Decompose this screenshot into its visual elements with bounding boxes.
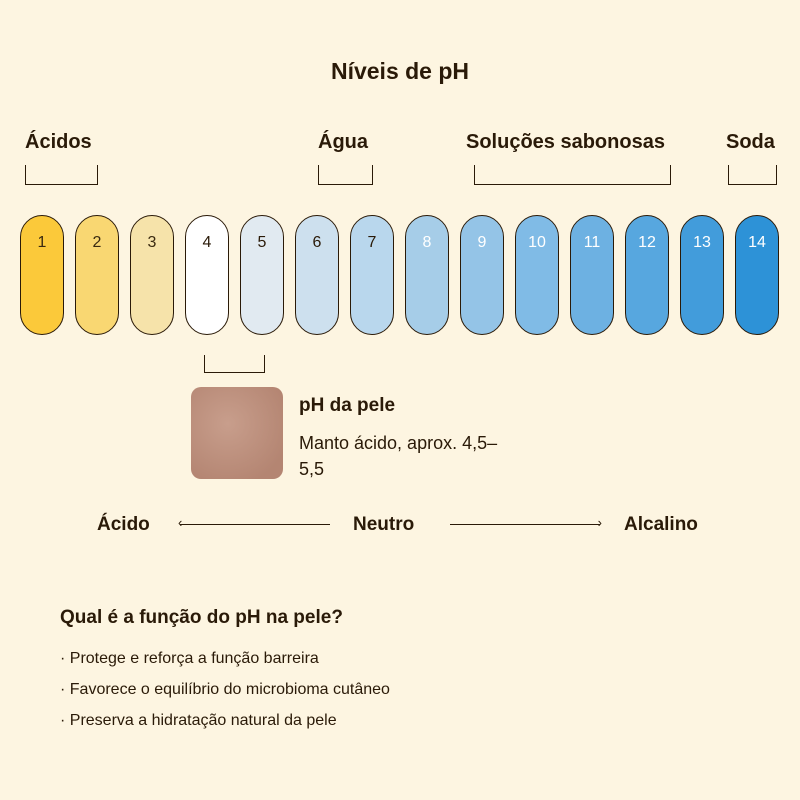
ph-value: 3 xyxy=(147,234,157,251)
ph-pill-11: 11 xyxy=(570,215,614,335)
skin-texture-image xyxy=(191,387,283,479)
label-neutral: Neutro xyxy=(353,514,415,535)
ph-value: 8 xyxy=(422,234,432,251)
category-soap-solutions: Soluções sabonosas xyxy=(466,131,665,153)
ph-pill-9: 9 xyxy=(460,215,504,335)
category-water: Água xyxy=(318,131,368,153)
label-alkaline: Alcalino xyxy=(624,514,698,535)
ph-pill-12: 12 xyxy=(625,215,669,335)
ph-value: 2 xyxy=(92,234,102,251)
ph-pill-3: 3 xyxy=(130,215,174,335)
ph-value: 6 xyxy=(312,234,322,251)
ph-value: 9 xyxy=(477,234,487,251)
page-title: Níveis de pH xyxy=(330,58,470,84)
skin-ph-heading: pH da pele xyxy=(299,395,396,416)
ph-pill-13: 13 xyxy=(680,215,724,335)
ph-pill-5: 5 xyxy=(240,215,284,335)
arrow-left-icon: ‹ xyxy=(178,515,330,530)
bracket-acids xyxy=(25,165,98,185)
ph-pill-1: 1 xyxy=(20,215,64,335)
ph-pill-8: 8 xyxy=(405,215,449,335)
ph-value: 7 xyxy=(367,234,377,251)
category-soda: Soda xyxy=(726,131,775,153)
ph-value: 5 xyxy=(257,234,267,251)
question-heading: Qual é a função do pH na pele? xyxy=(60,607,343,628)
ph-pill-4: 4 xyxy=(185,215,229,335)
bullet-item: · Favorece o equilíbrio do microbioma cu… xyxy=(60,681,390,698)
ph-pill-10: 10 xyxy=(515,215,559,335)
ph-value: 14 xyxy=(748,234,766,251)
arrow-right-icon: › xyxy=(450,515,602,530)
skin-ph-text: Manto ácido, aprox. 4,5–5,5 xyxy=(299,433,498,479)
ph-value: 4 xyxy=(202,234,212,251)
ph-pill-14: 14 xyxy=(735,215,779,335)
ph-pill-2: 2 xyxy=(75,215,119,335)
bracket-skin-ph xyxy=(204,355,265,373)
ph-pill-7: 7 xyxy=(350,215,394,335)
ph-value: 1 xyxy=(37,234,47,251)
label-acid: Ácido xyxy=(97,514,150,535)
category-acids: Ácidos xyxy=(25,131,92,153)
bullet-item: · Protege e reforça a função barreira xyxy=(60,650,319,667)
bullet-item: · Preserva a hidratação natural da pele xyxy=(60,712,337,729)
ph-pill-6: 6 xyxy=(295,215,339,335)
ph-value: 11 xyxy=(583,234,601,251)
bracket-soda xyxy=(728,165,777,185)
bracket-water xyxy=(318,165,373,185)
ph-value: 10 xyxy=(528,234,546,251)
ph-value: 12 xyxy=(638,234,656,251)
bracket-soap-solutions xyxy=(474,165,671,185)
ph-value: 13 xyxy=(693,234,711,251)
